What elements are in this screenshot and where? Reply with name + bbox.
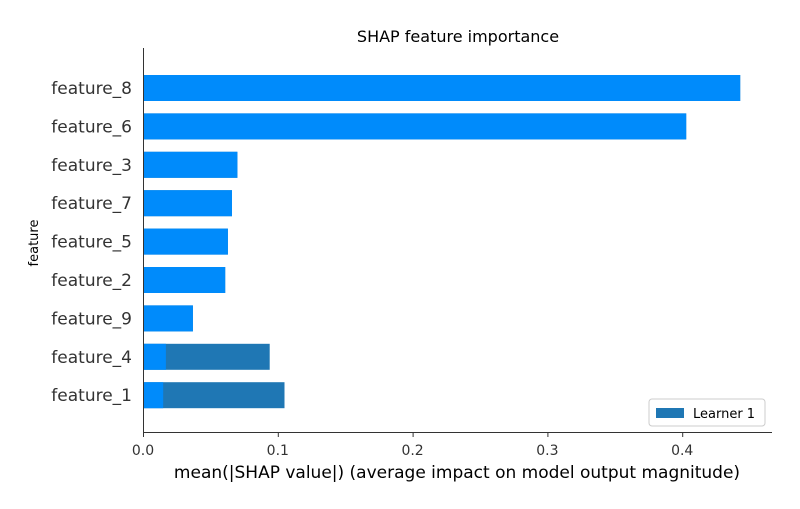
legend: Learner 1 <box>648 398 766 427</box>
legend-label: Learner 1 <box>693 407 755 422</box>
y-tick-label-feature_9: feature_9 <box>51 309 132 329</box>
y-tick-label-feature_2: feature_2 <box>51 271 132 291</box>
y-tick-label-feature_1: feature_1 <box>51 386 132 406</box>
bar-main-feature_6 <box>143 113 687 140</box>
x-tick-label: 0.0 <box>132 443 154 459</box>
bar-main-feature_4 <box>143 343 166 370</box>
bar-main-feature_1 <box>143 382 164 409</box>
bar-main-feature_2 <box>143 267 226 293</box>
bar-main-feature_8 <box>143 75 741 101</box>
bar-main-feature_7 <box>143 190 232 217</box>
y-tick-label-feature_5: feature_5 <box>51 233 132 253</box>
bar-main-feature_5 <box>143 228 228 255</box>
x-ticks: 0.0 0.1 0.2 0.3 0.4 <box>132 432 693 459</box>
bar-main-feature_3 <box>143 151 238 178</box>
x-axis-title: mean(|SHAP value|) (average impact on mo… <box>174 463 740 483</box>
y-tick-label-feature_8: feature_8 <box>51 79 132 99</box>
x-tick-label: 0.4 <box>671 443 693 459</box>
category-labels: feature_8 feature_6 feature_3 feature_7feat… <box>51 79 132 406</box>
x-tick-label: 0.2 <box>401 443 423 459</box>
y-tick-label-feature_6: feature_6 <box>51 117 132 137</box>
x-tick-label: 0.3 <box>536 443 558 459</box>
bars-layer <box>143 75 741 409</box>
bar-learner1-feature_1 <box>143 382 285 409</box>
y-tick-label-feature_7: feature_7 <box>51 194 132 214</box>
legend-swatch <box>656 408 684 418</box>
x-tick-label: 0.1 <box>267 443 289 459</box>
y-tick-label-feature_4: feature_4 <box>51 348 132 368</box>
y-axis-title: feature <box>27 220 42 267</box>
chart-title: SHAP feature importance <box>357 27 559 46</box>
legend-frame <box>648 398 766 427</box>
bar-main-feature_9 <box>143 305 193 332</box>
y-tick-label-feature_3: feature_3 <box>51 156 132 176</box>
